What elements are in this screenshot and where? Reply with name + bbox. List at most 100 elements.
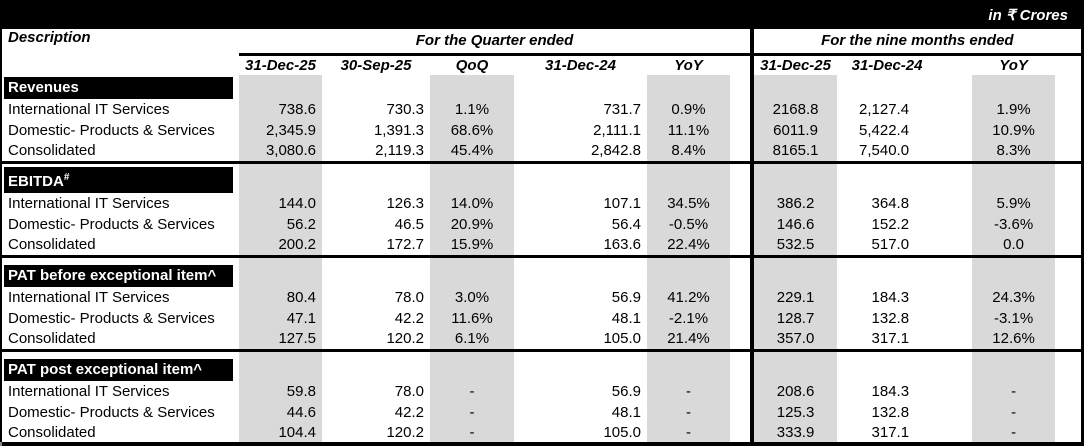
spacer-cell (937, 160, 973, 193)
empty-cell (972, 160, 1056, 193)
row-label: Domestic- Products & Services (8, 122, 215, 139)
cell-value: 317.1 (871, 424, 910, 441)
col-header-n-31-dec-24: 31-Dec-24 (851, 56, 923, 74)
cell-value: 208.6 (750, 381, 838, 402)
section-header-row: EBITDA# (2, 160, 1083, 193)
cell-value: 11.6% (430, 308, 514, 329)
cell-value: 317.1 (871, 330, 910, 348)
spacer-cell (1055, 141, 1082, 162)
empty-cell (972, 75, 1056, 99)
cell-value: 42.2 (394, 310, 424, 327)
table-row: International IT Services 144.0 126.3 14.0%… (2, 193, 1082, 214)
cell-value: 41.2% (647, 287, 730, 308)
column-header-row: 31-Dec-25 30-Sep-25 QoQ 31-Dec-24 YoY 31… (2, 54, 1082, 75)
spacer-cell (1055, 348, 1083, 381)
cell-value: 42.2 (394, 404, 424, 421)
cell-value: 738.6 (239, 99, 322, 120)
cell-value: 3,080.6 (239, 141, 322, 162)
cell-value: 731.7 (603, 101, 641, 118)
empty-cell (750, 160, 838, 193)
cell-value: 2,111.1 (593, 122, 641, 139)
table-row: International IT Services 59.8 78.0-56.9-2… (2, 381, 1082, 402)
cell-value: 11.1% (647, 120, 730, 141)
spacer-cell (1055, 75, 1082, 99)
cell-value: -0.5% (647, 214, 730, 235)
cell-value: - (430, 423, 514, 444)
cell-value: 386.2 (750, 193, 838, 214)
spacer-cell (937, 308, 972, 329)
spacer-cell (937, 381, 972, 402)
cell-value: 8.3% (972, 141, 1056, 162)
cell-value: 7,540.0 (859, 142, 910, 160)
cell-value: 152.2 (871, 216, 910, 233)
row-label: International IT Services (8, 289, 170, 306)
spacer-cell (730, 348, 753, 381)
spacer-cell (730, 287, 752, 308)
spacer-cell (1055, 193, 1082, 214)
cell-value: 47.1 (239, 308, 322, 329)
spacer-cell (937, 348, 973, 381)
empty-cell (837, 75, 937, 99)
cell-value: - (972, 381, 1056, 402)
cell-value: 128.7 (750, 308, 838, 329)
row-label: Domestic- Products & Services (8, 216, 215, 233)
spacer-cell (730, 254, 753, 287)
spacer-cell (937, 99, 972, 120)
spacer-cell (730, 329, 752, 350)
col-header-n-yoy: YoY (999, 56, 1028, 74)
cell-value: 8165.1 (750, 141, 838, 162)
group-header-row: Description For the Quarter ended For th… (2, 29, 1083, 56)
cell-value: 1.9% (972, 99, 1056, 120)
cell-value: 172.7 (386, 236, 424, 254)
cell-value: 127.5 (239, 329, 322, 350)
empty-cell (430, 348, 514, 381)
cell-value: 5,422.4 (859, 122, 910, 139)
section-header-row: PAT post exceptional item^ (2, 348, 1083, 381)
spacer-cell (937, 141, 972, 162)
cell-value: 10.9% (972, 120, 1056, 141)
cell-value: 56.2 (239, 214, 322, 235)
spacer-cell (937, 254, 973, 287)
cell-value: -3.6% (972, 214, 1056, 235)
cell-value: 532.5 (750, 235, 838, 256)
empty-cell (239, 75, 322, 99)
spacer-cell (730, 402, 752, 423)
nine-months-group-header: For the nine months ended (750, 29, 1083, 56)
cell-value: 517.0 (871, 236, 910, 254)
spacer-cell (730, 214, 752, 235)
cell-value: 105.0 (603, 424, 641, 441)
cell-value: - (972, 423, 1056, 444)
cell-value: 56.9 (611, 289, 641, 306)
cell-value: 12.6% (972, 329, 1056, 350)
row-label: Consolidated (8, 424, 96, 441)
cell-value: - (647, 381, 730, 402)
empty-cell (647, 254, 730, 287)
cell-value: 56.9 (611, 383, 641, 400)
spacer-cell (937, 423, 972, 444)
cell-value: 125.3 (750, 402, 838, 423)
spacer-cell (1055, 423, 1082, 444)
col-header-n-31-dec-25: 31-Dec-25 (750, 54, 838, 75)
spacer-cell (1055, 254, 1083, 287)
row-label: International IT Services (8, 383, 170, 400)
empty-cell (239, 348, 322, 381)
cell-value: 333.9 (750, 423, 838, 444)
spacer-cell (937, 214, 972, 235)
unit-label: in ₹ Crores (988, 6, 1068, 24)
cell-value: 2,119.3 (375, 142, 424, 160)
row-label: Domestic- Products & Services (8, 310, 215, 327)
row-label: International IT Services (8, 195, 170, 212)
cell-value: 105.0 (603, 330, 641, 348)
cell-value: 68.6% (430, 120, 514, 141)
empty-cell (514, 75, 647, 99)
cell-value: 44.6 (239, 402, 322, 423)
spacer-cell (1055, 54, 1082, 75)
cell-value: 229.1 (750, 287, 838, 308)
cell-value: - (972, 402, 1056, 423)
spacer-cell (730, 235, 752, 256)
quarter-group-header: For the Quarter ended (239, 29, 753, 56)
results-table: Description For the Quarter ended For th… (2, 29, 1084, 446)
cell-value: 2,127.4 (859, 101, 910, 118)
table-row: Consolidated 200.2 172.7 15.9% 163.6 22.4% 532… (2, 235, 1082, 256)
